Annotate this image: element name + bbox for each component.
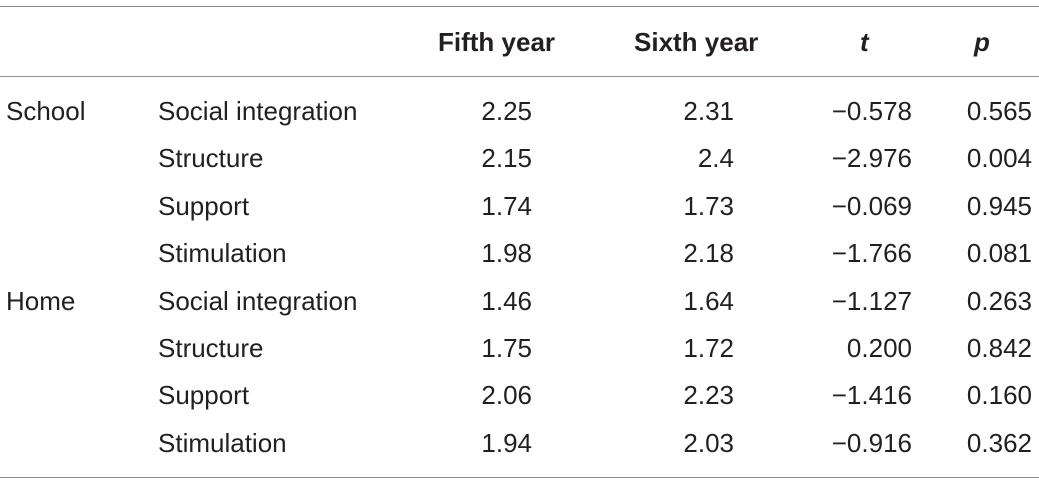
- row-variable-cell: Social integration: [158, 96, 358, 126]
- header-fifth-year: Fifth year: [438, 27, 556, 57]
- row-p-cell: 0.565: [966, 96, 1032, 126]
- row-t-cell: −0.578: [831, 96, 912, 126]
- row-t-cell: −0.069: [831, 190, 912, 221]
- row-variable-cell: Structure: [158, 143, 264, 174]
- row-fifth-year-cell: 1.74: [481, 190, 532, 221]
- row-group-cell: Home: [6, 285, 76, 316]
- row-t-cell: −0.916: [831, 427, 912, 458]
- header-p: p: [974, 27, 990, 57]
- row-t-cell: −1.127: [831, 285, 912, 316]
- row-p-cell: 0.842: [966, 332, 1032, 363]
- table-row: Stimulation 1.98 2.18 −1.766 0.081: [0, 230, 1039, 277]
- row-t-cell: 0.200: [846, 332, 912, 363]
- table-header-rule: [0, 76, 1039, 77]
- header-sixth-year: Sixth year: [634, 27, 759, 57]
- row-p-cell: 0.160: [966, 380, 1032, 411]
- table-bottom-rule: [0, 477, 1039, 478]
- row-fifth-year-cell: 2.15: [481, 143, 532, 174]
- row-sixth-year-cell: 2.03: [683, 427, 734, 458]
- row-sixth-year-cell: 2.4: [697, 143, 734, 174]
- row-group-cell: School: [6, 96, 86, 126]
- row-fifth-year-cell: 1.94: [481, 427, 532, 458]
- row-p-cell: 0.081: [966, 238, 1032, 269]
- row-fifth-year-cell: 1.75: [481, 332, 532, 363]
- row-p-cell: 0.945: [966, 190, 1032, 221]
- table-row: Structure 2.15 2.4 −2.976 0.004: [0, 135, 1039, 182]
- table-body: School Social integration 2.25 2.31 −0.578 0.…: [0, 88, 1039, 467]
- row-fifth-year-cell: 1.46: [481, 285, 532, 316]
- row-t-cell: −1.766: [831, 238, 912, 269]
- row-sixth-year-cell: 1.73: [683, 190, 734, 221]
- table-row: Support 1.74 1.73 −0.069 0.945: [0, 183, 1039, 230]
- table-header-row: Fifth year Sixth year t p: [0, 7, 1039, 76]
- row-fifth-year-cell: 2.06: [481, 380, 532, 411]
- row-sixth-year-cell: 2.23: [683, 380, 734, 411]
- row-variable-cell: Stimulation: [158, 238, 287, 269]
- row-variable-cell: Support: [158, 380, 250, 411]
- table-row: Home Social integration 1.46 1.64 −1.127 0.26…: [0, 278, 1039, 325]
- row-variable-cell: Social integration: [158, 285, 358, 316]
- table-row: Support 2.06 2.23 −1.416 0.160: [0, 372, 1039, 419]
- table-row: Stimulation 1.94 2.03 −0.916 0.362: [0, 420, 1039, 467]
- row-sixth-year-cell: 1.64: [683, 285, 734, 316]
- row-sixth-year-cell: 2.31: [683, 96, 734, 126]
- row-fifth-year-cell: 2.25: [481, 96, 532, 126]
- table-row: Structure 1.75 1.72 0.200 0.842: [0, 325, 1039, 372]
- row-p-cell: 0.263: [966, 285, 1032, 316]
- row-variable-cell: Support: [158, 190, 250, 221]
- table-top-rule: [0, 6, 1039, 7]
- row-sixth-year-cell: 2.18: [683, 238, 734, 269]
- row-variable-cell: Stimulation: [158, 427, 287, 458]
- row-t-cell: −2.976: [831, 143, 912, 174]
- row-variable-cell: Structure: [158, 332, 264, 363]
- row-p-cell: 0.362: [966, 427, 1032, 458]
- row-p-cell: 0.004: [966, 143, 1032, 174]
- table-row: School Social integration 2.25 2.31 −0.578 0.…: [0, 88, 1039, 135]
- row-fifth-year-cell: 1.98: [481, 238, 532, 269]
- header-t: t: [860, 27, 869, 57]
- row-sixth-year-cell: 1.72: [683, 332, 734, 363]
- row-t-cell: −1.416: [831, 380, 912, 411]
